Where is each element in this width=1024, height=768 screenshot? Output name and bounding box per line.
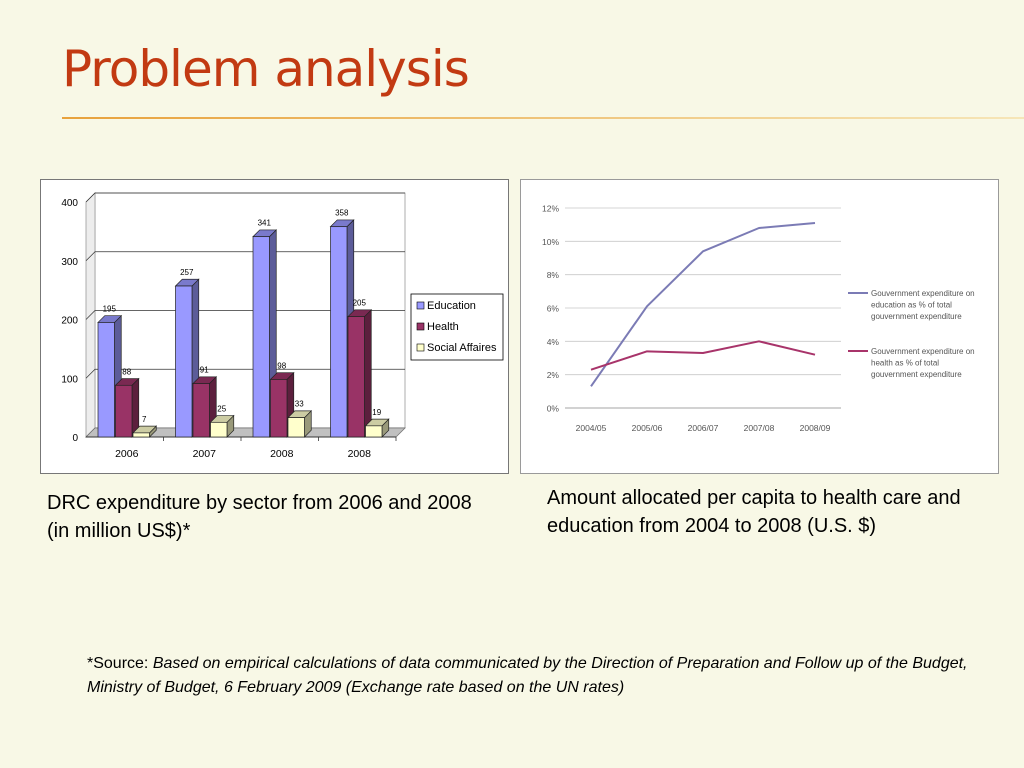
legend-label: Gouvernment expenditure on education as %… bbox=[871, 289, 975, 321]
line-chart-legend: Gouvernment expenditure on education as %… bbox=[848, 289, 975, 379]
gridline bbox=[85, 192, 405, 203]
source-note: *Source: Based on empirical calculations… bbox=[87, 652, 987, 700]
legend-swatch bbox=[416, 322, 425, 331]
bar-data-label: 7 bbox=[142, 415, 147, 424]
bar-chart: 0 100 200 300 400 195 88 7 2006 257 91 25 2007 341 98 3… bbox=[61, 192, 504, 460]
gridline bbox=[85, 310, 405, 320]
bar-data-label: 25 bbox=[217, 404, 226, 413]
x-tick-label: 2004/05 bbox=[576, 423, 607, 433]
title-underline bbox=[62, 117, 1024, 119]
line-series-health bbox=[590, 340, 816, 371]
bar-health bbox=[270, 379, 288, 438]
legend-label: Gouvernment expenditure on health as % of… bbox=[871, 347, 975, 379]
y-tick-label: 12% bbox=[542, 204, 559, 214]
bar-education bbox=[175, 285, 193, 438]
y-tick-label: 10% bbox=[542, 237, 559, 247]
line-chart: 0% 2% 4% 6% 8% 10% 12% 2004/05 2005/06 2006/07 200… bbox=[542, 204, 975, 434]
x-tick-label: 2008 bbox=[270, 448, 294, 460]
bar-social-affaires bbox=[287, 417, 305, 438]
bar-chart-panel: 0 100 200 300 400 195 88 7 2006 257 91 25 2007 341 98 3… bbox=[40, 179, 509, 474]
bar-side bbox=[364, 308, 372, 438]
line-series-education bbox=[590, 222, 816, 387]
y-tick-label: 100 bbox=[61, 374, 78, 385]
y-tick-label: 200 bbox=[61, 316, 78, 327]
legend-box bbox=[410, 293, 504, 361]
bar-social-affaires bbox=[365, 425, 383, 438]
bar-health bbox=[192, 383, 210, 438]
source-prefix: *Source: bbox=[87, 655, 153, 672]
x-tick-label: 2006 bbox=[115, 448, 139, 460]
y-tick-label: 8% bbox=[547, 270, 560, 280]
x-tick-label: 2007 bbox=[193, 448, 217, 460]
bar-data-label: 91 bbox=[200, 366, 209, 375]
bar-education bbox=[330, 226, 348, 438]
x-tick-label: 2006/07 bbox=[688, 423, 719, 433]
legend-label: Health bbox=[427, 321, 459, 333]
y-tick-label: 4% bbox=[547, 337, 560, 347]
bar-data-label: 195 bbox=[103, 304, 117, 313]
bar-social-affaires bbox=[210, 421, 228, 438]
bar-data-label: 257 bbox=[180, 268, 194, 277]
y-tick-label: 300 bbox=[61, 257, 78, 268]
x-tick-label: 2008 bbox=[348, 448, 372, 460]
bar-health bbox=[347, 316, 365, 438]
bar-social-affaires bbox=[132, 432, 150, 438]
y-tick-label: 0% bbox=[547, 404, 560, 414]
bar-chart-caption: DRC expenditure by sector from 2006 and … bbox=[47, 492, 472, 542]
bar-chart-legend: Education Health Social Affaires bbox=[410, 293, 504, 361]
x-tick-label: 2007/08 bbox=[744, 423, 775, 433]
bar-data-label: 341 bbox=[258, 219, 272, 228]
bar-data-label: 358 bbox=[335, 209, 349, 218]
slide-title: Problem analysis bbox=[62, 40, 470, 98]
gridline bbox=[85, 368, 405, 379]
line-chart-panel: 0% 2% 4% 6% 8% 10% 12% 2004/05 2005/06 2006/07 200… bbox=[520, 179, 999, 474]
bar-data-label: 33 bbox=[295, 400, 304, 409]
bar-data-label: 88 bbox=[122, 367, 131, 376]
legend-swatch bbox=[416, 343, 425, 352]
y-tick-label: 0 bbox=[72, 433, 78, 444]
legend-label: Social Affaires bbox=[427, 342, 497, 354]
legend-swatch bbox=[416, 301, 425, 310]
x-tick-label: 2005/06 bbox=[632, 423, 663, 433]
gridline bbox=[85, 251, 405, 261]
bar-data-label: 98 bbox=[277, 361, 286, 370]
line-chart-caption: Amount allocated per capita to health ca… bbox=[547, 487, 961, 537]
y-tick-label: 2% bbox=[547, 370, 560, 380]
legend-label: Education bbox=[427, 300, 476, 312]
bar-data-label: 205 bbox=[353, 299, 367, 308]
bar-education bbox=[97, 322, 115, 438]
bar-education bbox=[252, 236, 270, 438]
bar-data-label: 19 bbox=[372, 408, 381, 417]
x-tick-label: 2008/09 bbox=[800, 423, 831, 433]
y-tick-label: 6% bbox=[547, 304, 560, 314]
y-tick-label: 400 bbox=[61, 198, 78, 209]
bar-health bbox=[115, 384, 133, 438]
source-text: Based on empirical calculations of data … bbox=[87, 655, 968, 696]
